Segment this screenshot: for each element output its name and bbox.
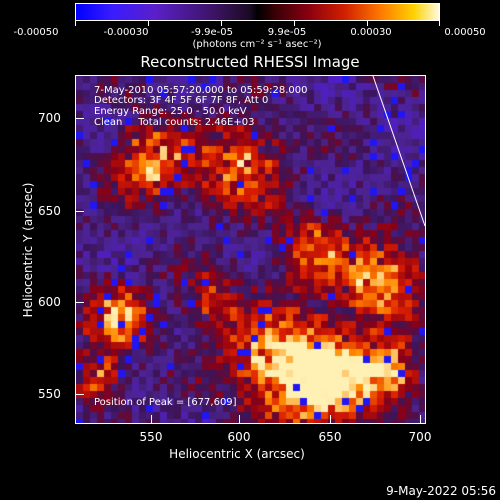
x-tick [239,415,240,423]
colorbar-tick-label: -9.9e-05 [191,27,233,38]
plot-title: Reconstructed RHESSI Image [140,53,360,71]
y-tick [76,118,84,119]
x-tick-label: 650 [318,430,342,444]
time-range-label: 7-May-2010 05:57:20.000 to 05:59:28.000 [94,85,308,96]
colorbar-tick [367,21,368,26]
y-tick-label: 700 [38,111,61,125]
generation-timestamp: 9-May-2022 05:56 [386,484,496,498]
y-tick [76,302,84,303]
y-tick-label: 600 [38,295,61,309]
x-tick-label: 550 [139,430,163,444]
colorbar-tick [294,21,295,26]
colorbar-tick [75,21,76,26]
peak-position-label: Position of Peak = [677,609] [94,397,237,408]
colorbar-tick [148,21,149,26]
colorbar [75,3,440,21]
colorbar-tick [221,21,222,26]
x-axis-label: Heliocentric X (arcsec) [169,447,305,461]
colorbar-tick [439,21,440,26]
rhessi-image [76,76,425,423]
colorbar-tick-label: -0.00030 [103,27,149,38]
x-tick-label: 700 [408,430,432,444]
colorbar-units: (photons cm⁻² s⁻¹ asec⁻²) [192,39,322,50]
colorbar-tick-label: 0.00050 [444,27,486,38]
x-tick [330,415,331,423]
y-tick-label: 550 [38,387,61,401]
x-tick [151,415,152,423]
detectors-label: Detectors: 3F 4F 5F 6F 7F 8F, Att 0 [94,95,269,106]
y-tick [76,211,84,212]
y-axis-label: Heliocentric Y (arcsec) [21,182,35,318]
y-tick [76,394,84,395]
x-tick [420,415,421,423]
colorbar-tick-label: 0.00030 [350,27,392,38]
solar-limb [372,76,425,227]
x-tick-label: 600 [227,430,251,444]
energy-range-label: Energy Range: 25.0 - 50.0 keV [94,106,247,117]
limb-line [372,76,425,227]
plot-area: 7-May-2010 05:57:20.000 to 05:59:28.000 … [75,75,426,424]
colorbar-tick-label: 9.9e-05 [267,27,307,38]
y-tick-label: 650 [38,204,61,218]
colorbar-tick-label: -0.00050 [13,27,59,38]
clean-label: Clean Total counts: 2.46E+03 [94,117,255,128]
